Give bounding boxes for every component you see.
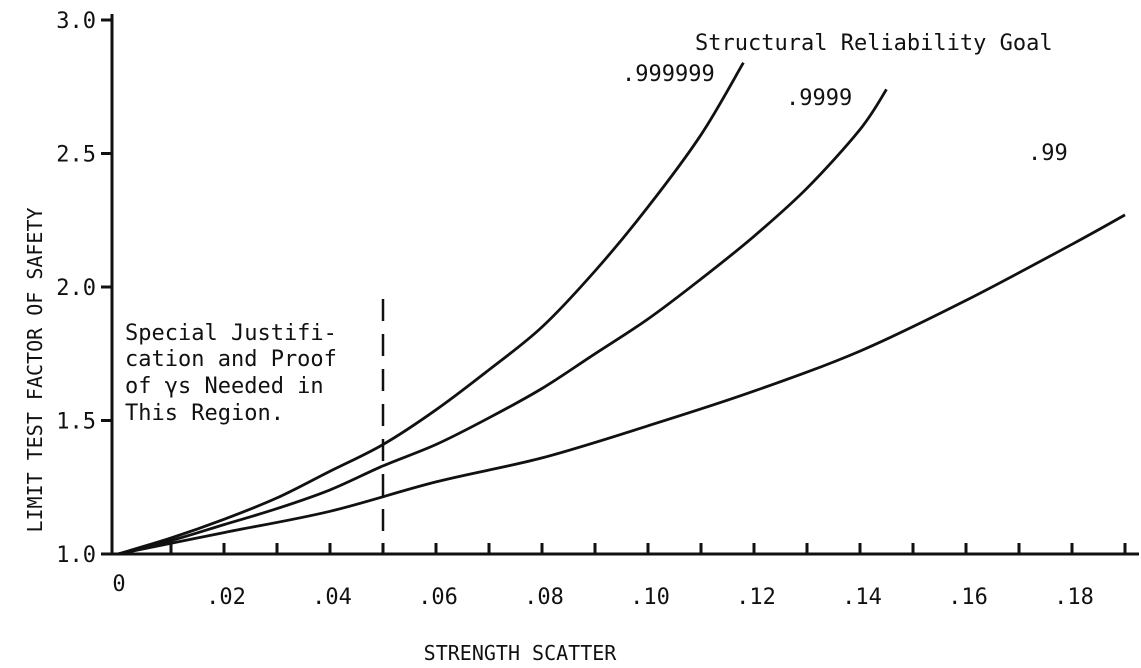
note-line-4: This Region.	[125, 401, 284, 426]
x-tick-label: .18	[1054, 585, 1094, 610]
y-tick-label: 2.0	[56, 276, 96, 301]
note-line-2: cation and Proof	[125, 347, 337, 372]
x-tick-label: .04	[312, 585, 352, 610]
y-tick-label: 1.0	[56, 543, 96, 568]
series-lines	[117, 61, 1126, 556]
x-axis-title: STRENGTH SCATTER	[424, 641, 618, 665]
series-label-99: .99	[1028, 141, 1068, 166]
x-tick-label: .10	[630, 585, 670, 610]
legend-title: Structural Reliability Goal	[695, 31, 1053, 56]
y-tick-label: 3.0	[56, 9, 96, 34]
region-note: Special Justifi- cation and Proof of γs …	[125, 321, 337, 426]
x-tick-label: .08	[524, 585, 564, 610]
x-tick-label: .06	[418, 585, 458, 610]
x-tick-label: .16	[948, 585, 988, 610]
series-line	[117, 88, 888, 556]
note-line-3: of γs Needed in	[125, 374, 324, 399]
series-line	[117, 61, 745, 556]
y-tick-label: 2.5	[56, 143, 96, 168]
series-label-999999: .999999	[622, 62, 715, 87]
series-line	[117, 213, 1126, 556]
y-axis-title: LIMIT TEST FACTOR OF SAFETY	[23, 207, 47, 532]
x-tick-label: .02	[206, 585, 246, 610]
note-line-1: Special Justifi-	[125, 321, 337, 346]
series-label-9999: .9999	[786, 86, 852, 111]
x-ticks: 0 .02 .04 .06 .08 .10 .12 .14 .16 .18	[112, 543, 1127, 610]
x-tick-label: .12	[736, 585, 776, 610]
x-tick-label: .14	[842, 585, 882, 610]
y-ticks: 1.0 1.5 2.0 2.5 3.0	[56, 9, 112, 568]
x-tick-label: 0	[112, 572, 125, 597]
y-tick-label: 1.5	[56, 410, 96, 435]
